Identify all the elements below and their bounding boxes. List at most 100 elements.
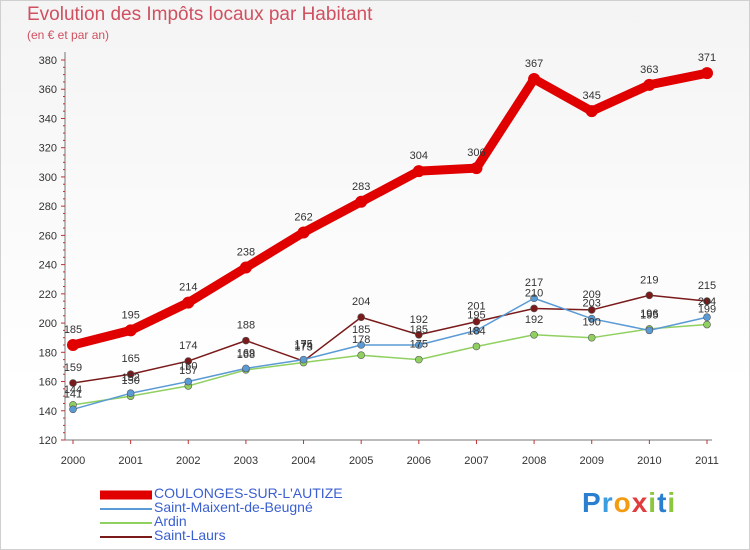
y-tick-label: 360 (39, 84, 57, 96)
legend-label: Saint-Laurs (154, 527, 226, 543)
y-tick-label: 280 (39, 201, 57, 213)
series-point-2 (587, 333, 596, 342)
series-point-1 (530, 294, 538, 303)
data-label-1: 203 (583, 298, 601, 310)
series-point-3 (530, 304, 538, 313)
series-point-0 (239, 261, 252, 274)
chart-title: Evolution des Impôts locaux par Habitant (27, 4, 373, 25)
data-label-3: 165 (121, 353, 139, 365)
y-tick-label: 240 (39, 260, 57, 272)
series-point-1 (299, 355, 308, 364)
data-label-0: 367 (525, 58, 543, 70)
series-point-3 (415, 330, 423, 339)
data-label-3: 209 (583, 289, 601, 301)
data-label-0: 262 (294, 211, 312, 223)
y-tick-label: 220 (39, 289, 57, 301)
series-point-0 (124, 324, 137, 337)
data-label-2: 196 (640, 308, 658, 320)
data-label-2: 157 (179, 365, 197, 377)
data-label-1: 175 (294, 339, 312, 351)
legend-swatch (100, 536, 152, 538)
data-label-0: 214 (179, 282, 197, 294)
x-tick-label: 2001 (118, 455, 142, 467)
data-label-1: 195 (640, 309, 658, 321)
series-point-2 (703, 320, 711, 329)
legend-label: COULONGES-SUR-L'AUTIZE (154, 485, 343, 501)
x-tick-label: 2011 (695, 455, 719, 467)
series-point-1 (184, 377, 193, 386)
data-label-0: 238 (237, 247, 255, 259)
x-tick-label: 2008 (522, 455, 546, 467)
series-point-2 (357, 351, 365, 360)
data-label-2: 192 (525, 314, 543, 326)
data-label-2: 178 (352, 334, 370, 346)
x-tick-label: 2000 (61, 455, 85, 467)
data-label-3: 192 (410, 314, 428, 326)
y-tick-label: 120 (39, 435, 57, 447)
data-label-2: 173 (294, 342, 312, 354)
series-point-3 (69, 379, 77, 387)
series-line-0 (68, 68, 712, 350)
data-label-1: 185 (410, 324, 428, 336)
series-point-3 (242, 336, 250, 345)
data-label-0: 195 (121, 309, 139, 321)
x-tick-label: 2003 (234, 455, 258, 467)
data-label-1: 217 (525, 277, 543, 289)
series-point-0 (297, 226, 310, 239)
series-point-2 (530, 330, 538, 339)
series-point-0 (67, 339, 79, 351)
series-point-2 (415, 355, 423, 364)
y-tick-label: 140 (39, 406, 57, 418)
x-tick-label: 2009 (579, 455, 603, 467)
proxiti-logo: Proxiti (582, 487, 676, 519)
data-label-1: 185 (352, 324, 370, 336)
series-point-0 (585, 105, 598, 118)
logo-letter: i (648, 487, 658, 518)
legend-swatch (100, 522, 152, 524)
data-label-2: 175 (410, 339, 428, 351)
series-point-3 (184, 357, 193, 365)
data-label-3: 210 (525, 287, 543, 299)
logo-letter: i (667, 487, 677, 518)
data-label-0: 345 (583, 90, 601, 102)
logo-letter: x (631, 487, 649, 518)
y-tick-label: 160 (39, 377, 57, 389)
series-point-2 (472, 342, 481, 351)
legend-swatch (100, 508, 152, 510)
data-label-3: 201 (467, 301, 485, 313)
data-label-1: 169 (237, 347, 255, 359)
chart-subtitle: (en € et par an) (27, 28, 110, 42)
data-label-2: 199 (698, 304, 716, 316)
data-label-3: 159 (64, 362, 82, 374)
series-line-1 (72, 297, 708, 411)
y-tick-label: 260 (39, 230, 57, 242)
data-label-0: 306 (467, 147, 485, 159)
series-line-2 (72, 323, 708, 406)
x-tick-label: 2006 (407, 455, 431, 467)
data-label-2: 168 (237, 349, 255, 361)
series-point-0 (182, 296, 195, 309)
legend-label: Ardin (154, 513, 187, 529)
data-label-3: 188 (237, 320, 255, 332)
logo-letter: P (582, 487, 602, 518)
x-tick-label: 2007 (464, 455, 488, 467)
data-label-0: 283 (352, 181, 370, 193)
series-point-1 (587, 314, 596, 323)
data-label-1: 204 (698, 296, 716, 308)
data-label-0: 371 (698, 52, 716, 64)
series-point-3 (357, 313, 365, 322)
series-point-1 (357, 341, 365, 349)
series-point-1 (703, 313, 711, 322)
data-label-3: 174 (179, 340, 197, 352)
legend-label: Saint-Maixent-de-Beugné (154, 499, 313, 515)
series-point-3 (472, 317, 481, 326)
y-tick-label: 180 (39, 347, 57, 359)
series-point-1 (69, 405, 77, 414)
x-tick-label: 2002 (176, 455, 200, 467)
data-label-0: 185 (64, 324, 82, 336)
series-point-0 (412, 165, 425, 178)
data-label-3: 215 (698, 280, 716, 292)
y-tick-label: 380 (39, 55, 57, 67)
series-point-1 (242, 364, 250, 373)
